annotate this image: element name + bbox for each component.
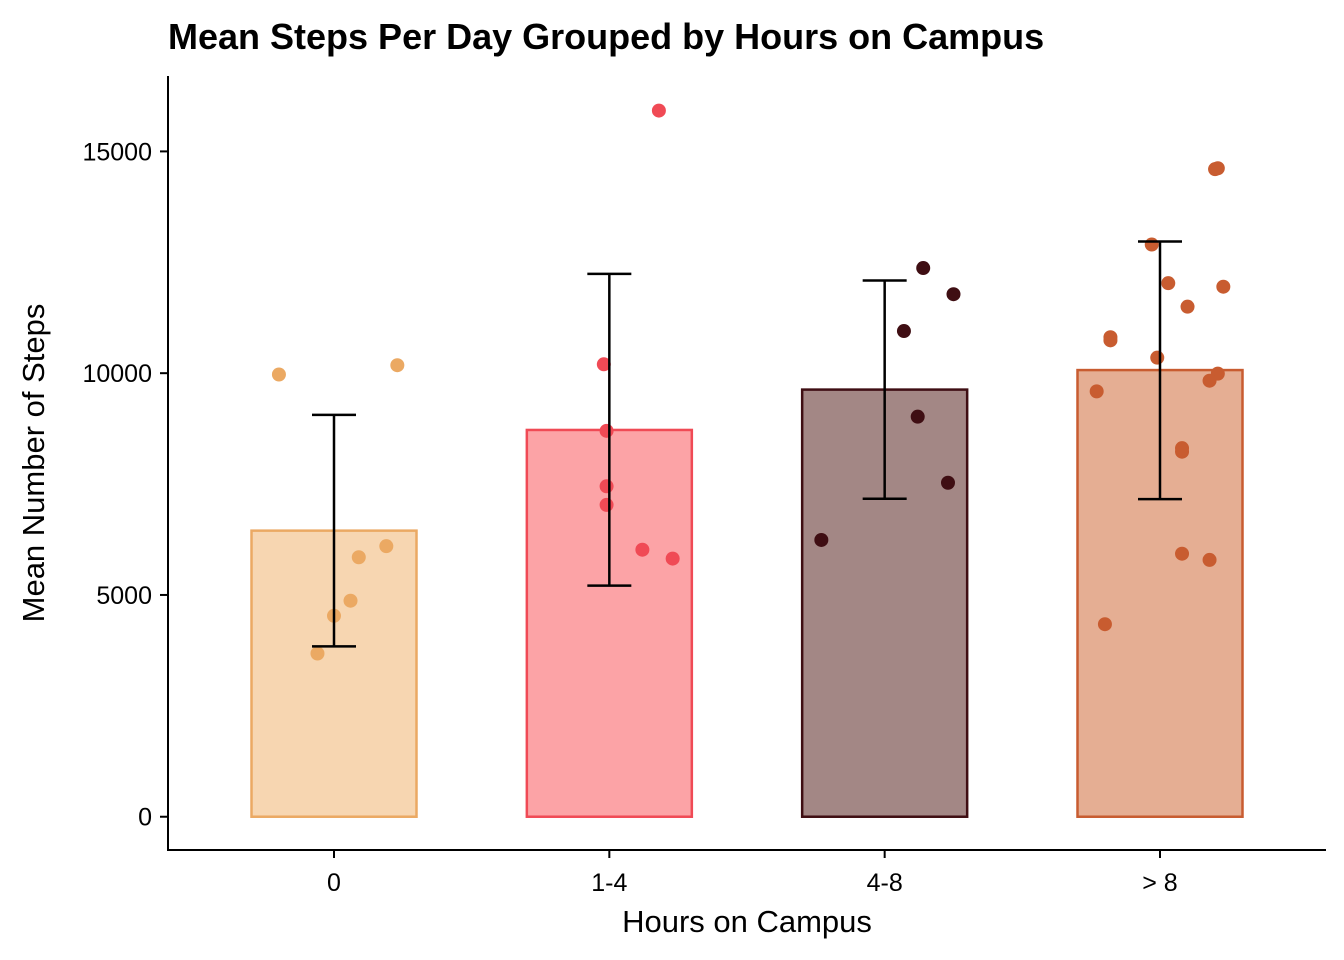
data-point <box>635 542 650 557</box>
data-point <box>665 551 680 566</box>
data-point <box>351 550 366 565</box>
data-point <box>379 539 394 554</box>
data-point <box>343 593 358 608</box>
y-tick-label: 15000 <box>82 138 152 166</box>
x-axis-title: Hours on Campus <box>622 904 872 939</box>
data-point <box>916 261 931 276</box>
data-point <box>1161 276 1176 291</box>
x-tick-label: 1-4 <box>591 869 627 897</box>
data-point <box>271 367 286 382</box>
data-point <box>1202 552 1217 567</box>
data-point <box>1089 384 1104 399</box>
data-point <box>1175 546 1190 561</box>
y-tick-label: 5000 <box>96 582 152 610</box>
x-tick-label: > 8 <box>1142 869 1177 897</box>
data-point <box>1144 237 1159 252</box>
data-point <box>814 532 829 547</box>
data-point <box>946 287 961 302</box>
y-axis-title: Mean Number of Steps <box>16 304 51 623</box>
y-axis-ticks: 0 5000 10000 15000 <box>82 138 168 832</box>
data-point <box>599 479 614 494</box>
x-tick-label: 4-8 <box>867 869 903 897</box>
data-point <box>1103 333 1118 348</box>
chart-title: Mean Steps Per Day Grouped by Hours on C… <box>168 16 1044 57</box>
data-point <box>1175 444 1190 459</box>
data-point <box>1210 161 1225 176</box>
x-axis-ticks: 0 1-4 4-8 > 8 <box>327 850 1178 897</box>
plot-area <box>250 103 1244 818</box>
data-point <box>940 475 955 490</box>
data-point <box>390 358 405 373</box>
x-tick-label: 0 <box>327 869 341 897</box>
y-tick-label: 0 <box>138 804 152 832</box>
data-point <box>599 423 614 438</box>
data-point <box>310 646 325 661</box>
data-point <box>1202 373 1217 388</box>
data-point <box>1216 279 1231 294</box>
data-point <box>896 324 911 339</box>
data-point <box>651 103 666 118</box>
data-point <box>599 497 614 512</box>
data-point <box>1180 299 1195 314</box>
error-bar <box>862 279 907 500</box>
data-point <box>596 357 611 372</box>
error-bar <box>587 272 632 587</box>
data-point <box>910 409 925 424</box>
error-bar <box>1138 240 1182 501</box>
error-bar <box>312 413 356 648</box>
y-tick-label: 10000 <box>82 360 152 388</box>
data-point <box>1097 617 1112 632</box>
data-point <box>1150 350 1165 365</box>
